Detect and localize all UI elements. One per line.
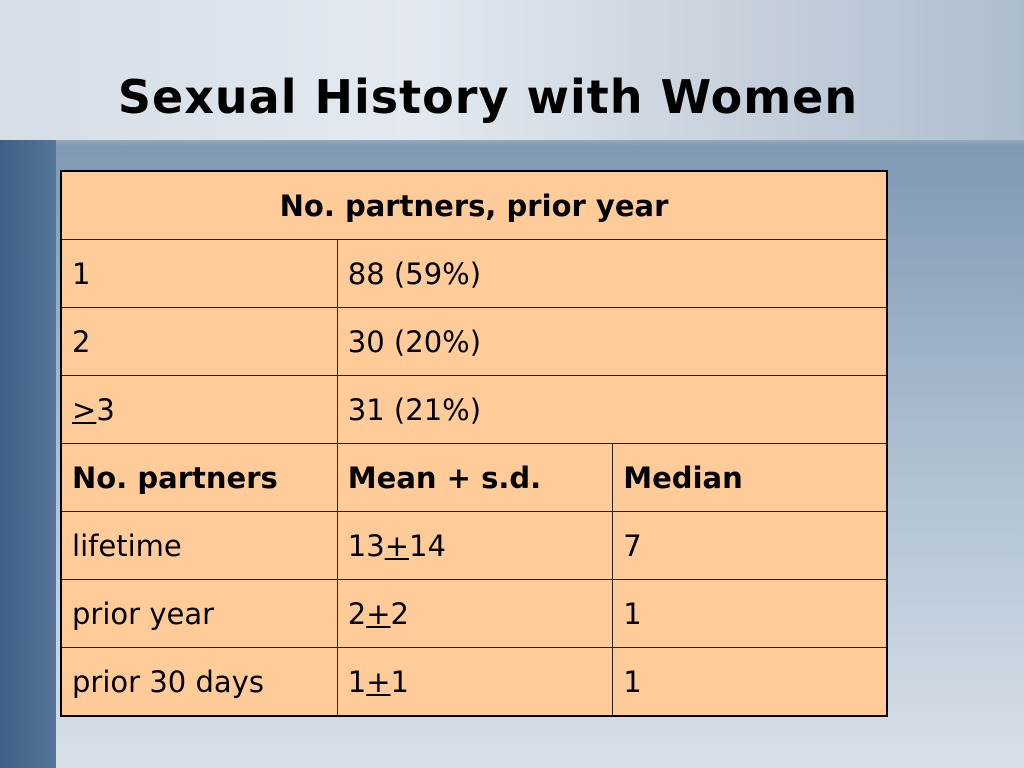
- table-row: 1 88 (59%): [60, 239, 888, 308]
- table-cell: 31 (21%): [336, 375, 888, 444]
- table-cell: 30 (20%): [336, 307, 888, 376]
- table-row: prior year 2+2 1: [60, 579, 888, 648]
- table-cell: 1: [612, 579, 888, 648]
- table-row: >3 31 (21%): [60, 375, 888, 444]
- table-cell: 7: [612, 511, 888, 580]
- table-row: prior 30 days 1+1 1: [60, 647, 888, 717]
- slide-title: Sexual History with Women: [117, 70, 859, 124]
- header-cell: No. partners: [60, 443, 338, 512]
- table-cell: 88 (59%): [336, 239, 888, 308]
- table-cell: 2+2: [336, 579, 614, 648]
- header-cell: Mean + s.d.: [336, 443, 614, 512]
- background-top: [0, 0, 1024, 140]
- table-cell: 1: [60, 239, 338, 308]
- table-cell: prior year: [60, 579, 338, 648]
- header-cell: Median: [612, 443, 888, 512]
- table-cell: 1: [612, 647, 888, 717]
- table-cell: lifetime: [60, 511, 338, 580]
- table-row: lifetime 13+14 7: [60, 511, 888, 580]
- table-row: 2 30 (20%): [60, 307, 888, 376]
- header-cell: No. partners, prior year: [60, 170, 888, 240]
- header-row: No. partners, prior year: [60, 170, 888, 240]
- background-band: [0, 140, 56, 768]
- header-row: No. partners Mean + s.d. Median: [60, 443, 888, 512]
- table-cell: >3: [60, 375, 338, 444]
- table-cell: 1+1: [336, 647, 614, 717]
- table-cell: 13+14: [336, 511, 614, 580]
- data-table: No. partners, prior year 1 88 (59%) 2 30 (20…: [60, 170, 888, 717]
- table-cell: prior 30 days: [60, 647, 338, 717]
- table-cell: 2: [60, 307, 338, 376]
